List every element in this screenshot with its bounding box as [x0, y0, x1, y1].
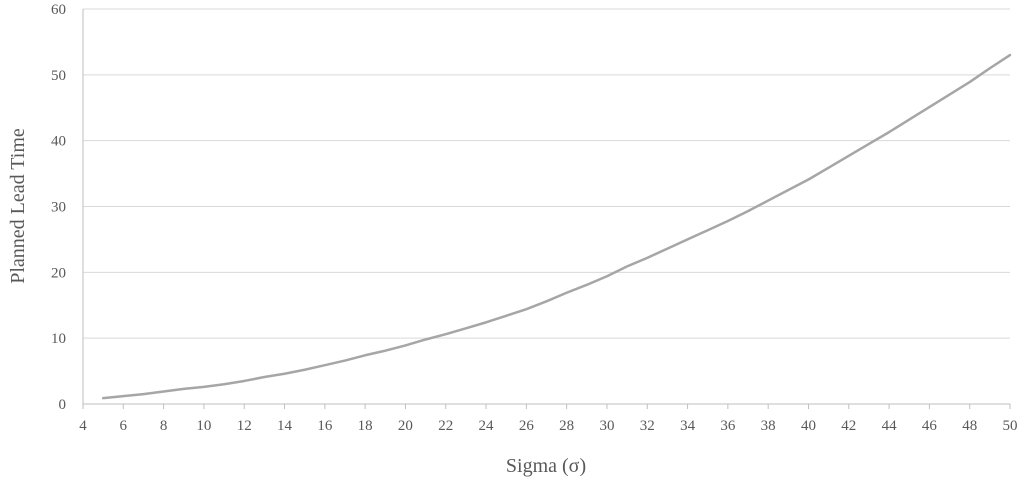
x-tick-label: 28 [559, 418, 574, 434]
x-axis-title: Sigma (σ) [506, 455, 586, 477]
series-layer [101, 53, 1012, 400]
x-tick-label: 34 [680, 418, 696, 434]
x-tick-labels: 4 6 8 10 12 14 16 18 20 22 24 26 28 30 32 34 36 38 40 42 44 4… [79, 418, 1017, 434]
x-tick-label: 4 [79, 418, 87, 434]
y-tick-label: 10 [51, 331, 66, 347]
y-tick-label: 60 [51, 2, 66, 18]
x-tick-label: 36 [720, 418, 736, 434]
x-tick-label: 18 [358, 418, 373, 434]
series-line [101, 53, 1012, 400]
y-tick-labels: 0 10 20 30 40 50 60 [51, 2, 66, 413]
x-tick-label: 30 [599, 418, 614, 434]
x-tick-label: 8 [160, 418, 168, 434]
y-axis-title: Planned Lead Time [7, 128, 29, 284]
y-tick-label: 0 [59, 397, 67, 413]
x-tick-label: 48 [962, 418, 977, 434]
axes [82, 9, 1011, 409]
x-tick-label: 20 [398, 418, 413, 434]
x-tick-label: 10 [196, 418, 211, 434]
x-tick-label: 44 [882, 418, 898, 434]
y-tick-label: 50 [51, 68, 66, 84]
y-tick-label: 30 [51, 200, 66, 216]
x-tick-label: 12 [237, 418, 252, 434]
x-tick-label: 38 [761, 418, 776, 434]
x-tick-label: 26 [519, 418, 535, 434]
x-tick-label: 22 [438, 418, 453, 434]
y-tick-label: 20 [51, 265, 66, 281]
x-tick-label: 24 [479, 418, 495, 434]
x-tick-label: 46 [922, 418, 938, 434]
gridlines [83, 8, 1010, 339]
x-tick-label: 6 [120, 418, 128, 434]
x-tick-label: 50 [1003, 418, 1018, 434]
y-tick-label: 40 [51, 134, 66, 150]
x-tick-label: 16 [317, 418, 333, 434]
x-tick-label: 14 [277, 418, 293, 434]
x-tick-label: 32 [640, 418, 655, 434]
x-tick-label: 42 [841, 418, 856, 434]
x-tick-label: 40 [801, 418, 816, 434]
